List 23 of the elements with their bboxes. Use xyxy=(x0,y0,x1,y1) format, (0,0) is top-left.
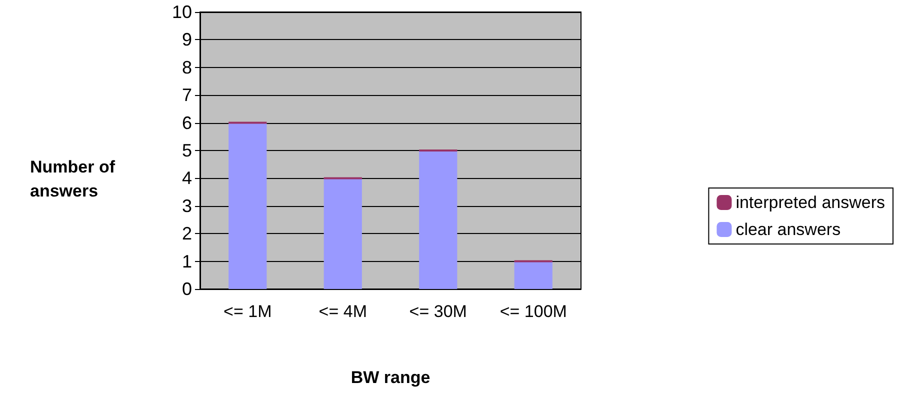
y-tick-label: 5 xyxy=(182,140,192,160)
x-tick-label: <= 100M xyxy=(500,302,567,321)
bar xyxy=(514,261,552,289)
y-axis-title: Number of answers xyxy=(30,158,116,200)
y-tick-label: 2 xyxy=(182,224,192,244)
y-tick-label: 8 xyxy=(182,57,192,78)
y-tick-label: 7 xyxy=(182,85,192,106)
x-tick-label: <= 30M xyxy=(409,302,467,321)
bar xyxy=(419,150,458,289)
y-tick-label: 3 xyxy=(182,196,192,216)
x-tick-label: <= 1M xyxy=(224,302,272,321)
y-tick-label: 0 xyxy=(182,279,192,299)
legend-label: clear answers xyxy=(736,220,841,239)
y-tick-label: 4 xyxy=(182,168,192,188)
x-axis-title: BW range xyxy=(350,368,430,387)
y-tick-label: 9 xyxy=(182,30,192,50)
y-tick-label: 1 xyxy=(182,251,192,272)
bar xyxy=(324,178,362,289)
bar xyxy=(228,122,267,289)
y-tick-label: 10 xyxy=(172,2,192,22)
y-tick-label: 6 xyxy=(182,112,192,133)
x-tick-label: <= 4M xyxy=(318,302,367,321)
legend-label: interpreted answers xyxy=(736,193,886,212)
